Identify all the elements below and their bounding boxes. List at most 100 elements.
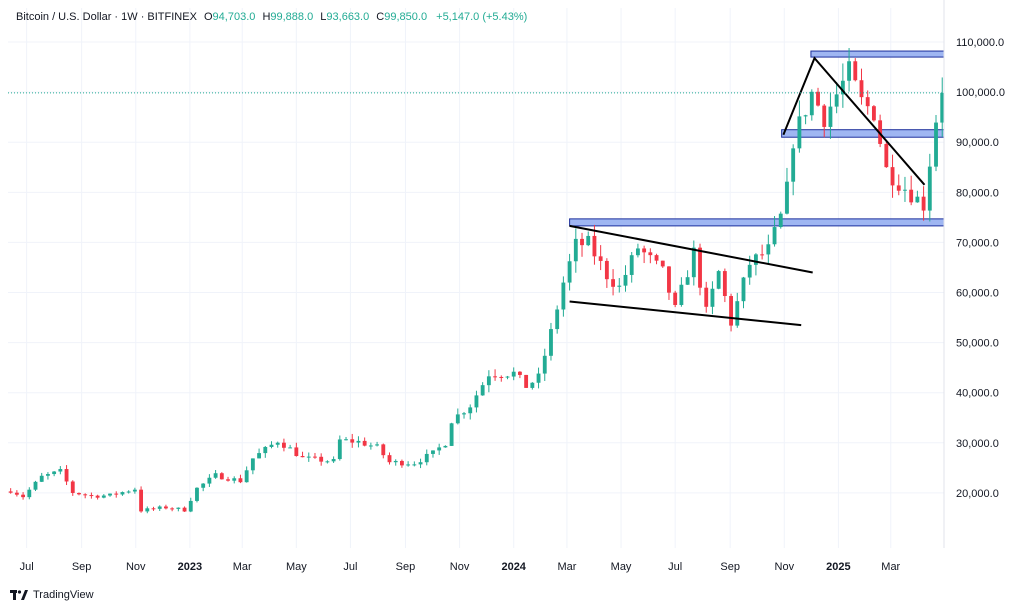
candle-body — [493, 376, 498, 378]
candle-body — [257, 453, 262, 459]
candle-body — [716, 271, 721, 289]
change-value: +5,147.0 (+5.43%) — [436, 11, 528, 23]
candle-body — [455, 414, 460, 424]
candle — [691, 240, 696, 286]
time-tick-label: Jul — [343, 561, 357, 573]
candle — [213, 470, 218, 479]
candle — [753, 253, 758, 276]
candle-body — [381, 444, 386, 456]
candle-body — [542, 355, 547, 374]
candle — [604, 258, 609, 288]
symbol-title[interactable]: Bitcoin / U.S. Dollar · 1W · BITFINEX — [16, 11, 197, 23]
candle-body — [139, 489, 144, 512]
candle — [468, 404, 473, 420]
candle — [567, 253, 572, 291]
candle-body — [654, 255, 659, 261]
candle-body — [747, 264, 752, 278]
candle-body — [176, 507, 181, 509]
candle-body — [673, 292, 678, 305]
candle — [201, 483, 206, 492]
candle-body — [685, 277, 690, 285]
candle-body — [878, 120, 883, 144]
candle — [685, 270, 690, 285]
candle — [300, 451, 305, 458]
candle-body — [375, 444, 380, 446]
candle-body — [83, 494, 88, 496]
candle-body — [170, 508, 175, 510]
candle-body — [735, 301, 740, 326]
candle-body — [64, 469, 69, 482]
candle-body — [387, 455, 392, 463]
candle-body — [443, 445, 448, 448]
candle — [350, 433, 355, 448]
candle — [797, 100, 802, 153]
candles — [8, 48, 945, 514]
candle — [89, 492, 94, 499]
candle-body — [331, 459, 336, 462]
candle — [561, 276, 566, 317]
candle-body — [555, 309, 560, 330]
candle-body — [586, 235, 591, 246]
price-tick-label: 100,000.0 — [956, 87, 1005, 99]
candle — [791, 144, 796, 196]
candle — [250, 458, 255, 475]
low-value: 93,663.0 — [326, 11, 370, 23]
candle — [406, 461, 411, 467]
candle-body — [840, 80, 845, 95]
candle-body — [635, 248, 640, 256]
candle-body — [480, 385, 485, 396]
candle — [778, 211, 783, 229]
candle — [132, 487, 137, 494]
candle — [182, 506, 187, 512]
candle-body — [207, 477, 212, 484]
candle — [598, 245, 603, 271]
candle-body — [890, 167, 895, 186]
candle — [834, 82, 839, 114]
time-tick-label: Sep — [72, 561, 92, 573]
candle-body — [611, 279, 615, 287]
candle-body — [362, 440, 367, 446]
candle-body — [157, 506, 162, 509]
candle-body — [288, 447, 293, 449]
candle-body — [934, 122, 938, 167]
candle — [27, 487, 32, 500]
candle — [325, 460, 330, 464]
candle-body — [524, 374, 529, 388]
candle — [648, 248, 653, 264]
price-axis[interactable]: 20,000.0 30,000.0 40,000.0 50,000.0 60,000.0… — [956, 37, 1005, 500]
candle-body — [151, 508, 156, 510]
candle — [635, 243, 640, 258]
candle — [865, 90, 870, 115]
candle-body — [14, 492, 19, 495]
candle — [58, 466, 63, 475]
candle-body — [785, 181, 789, 214]
candle — [145, 506, 150, 514]
candle — [77, 492, 81, 496]
time-tick-label: May — [611, 561, 632, 573]
candle — [474, 390, 479, 413]
time-axis[interactable]: Jul Sep Nov 2023 Mar May Jul Sep Nov 2024 Mar May Ju… — [20, 561, 901, 573]
candle-body — [132, 489, 137, 492]
candle-body — [95, 495, 100, 498]
time-tick-label: Sep — [720, 561, 740, 573]
candle — [306, 452, 311, 462]
candle — [381, 443, 386, 459]
candle-body — [809, 91, 814, 116]
candle — [505, 375, 510, 380]
candle — [176, 507, 181, 512]
tradingview-brand[interactable]: TradingView — [10, 589, 94, 601]
candle — [847, 48, 851, 92]
candle-body — [344, 439, 348, 441]
candle — [660, 260, 665, 268]
candle-body — [660, 260, 665, 267]
candle — [126, 490, 131, 494]
candle — [269, 441, 274, 449]
candle-body — [424, 453, 429, 463]
candle-body — [462, 413, 466, 415]
time-tick-label: Nov — [126, 561, 146, 573]
high-label: H — [262, 11, 271, 23]
candle — [95, 494, 100, 500]
candle-body — [884, 143, 889, 168]
candle-body — [300, 456, 305, 458]
